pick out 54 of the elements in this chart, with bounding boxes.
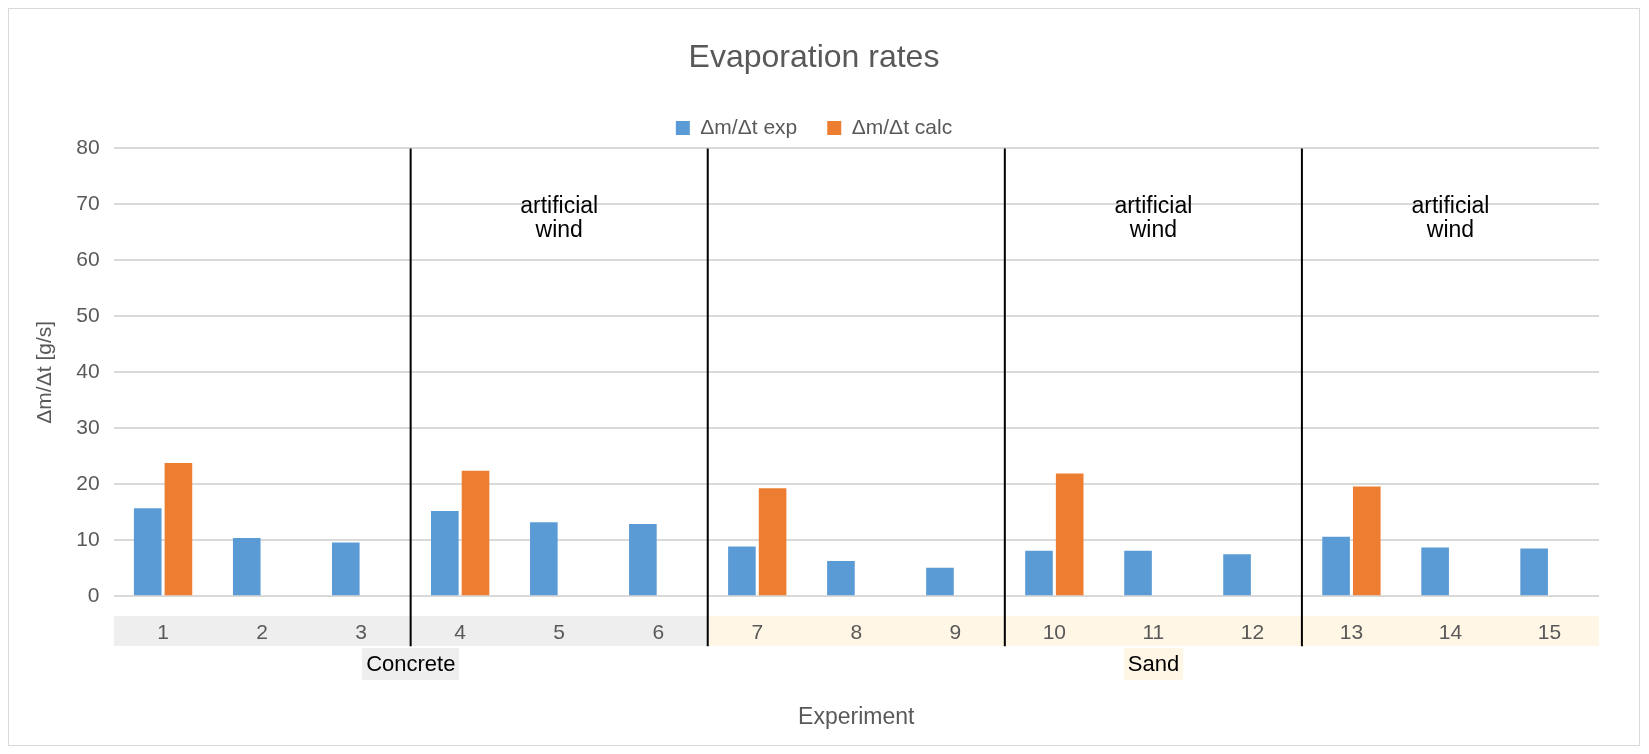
annotation: artificial wind [520, 191, 599, 242]
annotation: artificial wind [1411, 191, 1490, 242]
y-tick-label: 70 [76, 191, 100, 215]
y-tick-label: 10 [76, 527, 100, 551]
x-tick-label: 12 [1240, 619, 1265, 643]
x-tick-label: 2 [256, 619, 268, 643]
bar [461, 470, 490, 596]
y-tick-label: 40 [76, 359, 100, 383]
y-tick-label: 80 [76, 135, 100, 159]
bar [926, 567, 954, 596]
y-tick-label: 60 [76, 247, 100, 271]
y-tick-label: 0 [87, 583, 100, 606]
bar [1520, 548, 1548, 596]
bar [133, 508, 162, 596]
text: Sand [1123, 648, 1184, 681]
bar [1055, 473, 1084, 596]
x-tick-label: 9 [949, 619, 962, 643]
bar [827, 560, 855, 596]
bar [1421, 547, 1449, 596]
x-tick-label: 14 [1438, 619, 1463, 643]
chart-title: Evaporation rates [688, 38, 940, 75]
bar [164, 462, 193, 596]
legend-label: Δm/Δt exp [700, 114, 798, 138]
y-axis-title: Δm/Δt [g/s] [32, 320, 56, 424]
x-tick-label: 15 [1537, 619, 1562, 643]
bar [232, 537, 261, 596]
bar [1223, 554, 1251, 596]
bar [1025, 550, 1053, 596]
bar [1124, 550, 1152, 596]
x-axis-title: Experiment [798, 702, 916, 729]
x-tick-label: 3 [355, 619, 367, 643]
y-tick-label: 50 [76, 303, 100, 327]
x-tick-label: 5 [553, 619, 566, 643]
bar [1322, 536, 1350, 596]
bar [629, 523, 657, 596]
x-tick-label: 7 [751, 619, 764, 643]
bar [758, 488, 787, 596]
bar [530, 522, 558, 596]
bar [1352, 486, 1381, 596]
y-tick-label: 30 [76, 415, 100, 439]
x-tick-label: 8 [850, 619, 863, 643]
x-tick-label: 1 [157, 619, 169, 643]
x-tick-label: 6 [652, 619, 665, 643]
bar [728, 546, 756, 596]
legend-label: Δm/Δt calc [851, 114, 953, 138]
bar [431, 511, 459, 596]
x-tick-label: 13 [1339, 619, 1364, 643]
bar [331, 542, 360, 596]
x-tick-label: 11 [1142, 619, 1165, 643]
y-tick-label: 20 [76, 471, 100, 495]
x-tick-label: 4 [454, 619, 467, 643]
annotation: artificial wind [1114, 191, 1193, 242]
x-tick-label: 10 [1042, 619, 1067, 643]
text: Concrete [362, 648, 460, 681]
